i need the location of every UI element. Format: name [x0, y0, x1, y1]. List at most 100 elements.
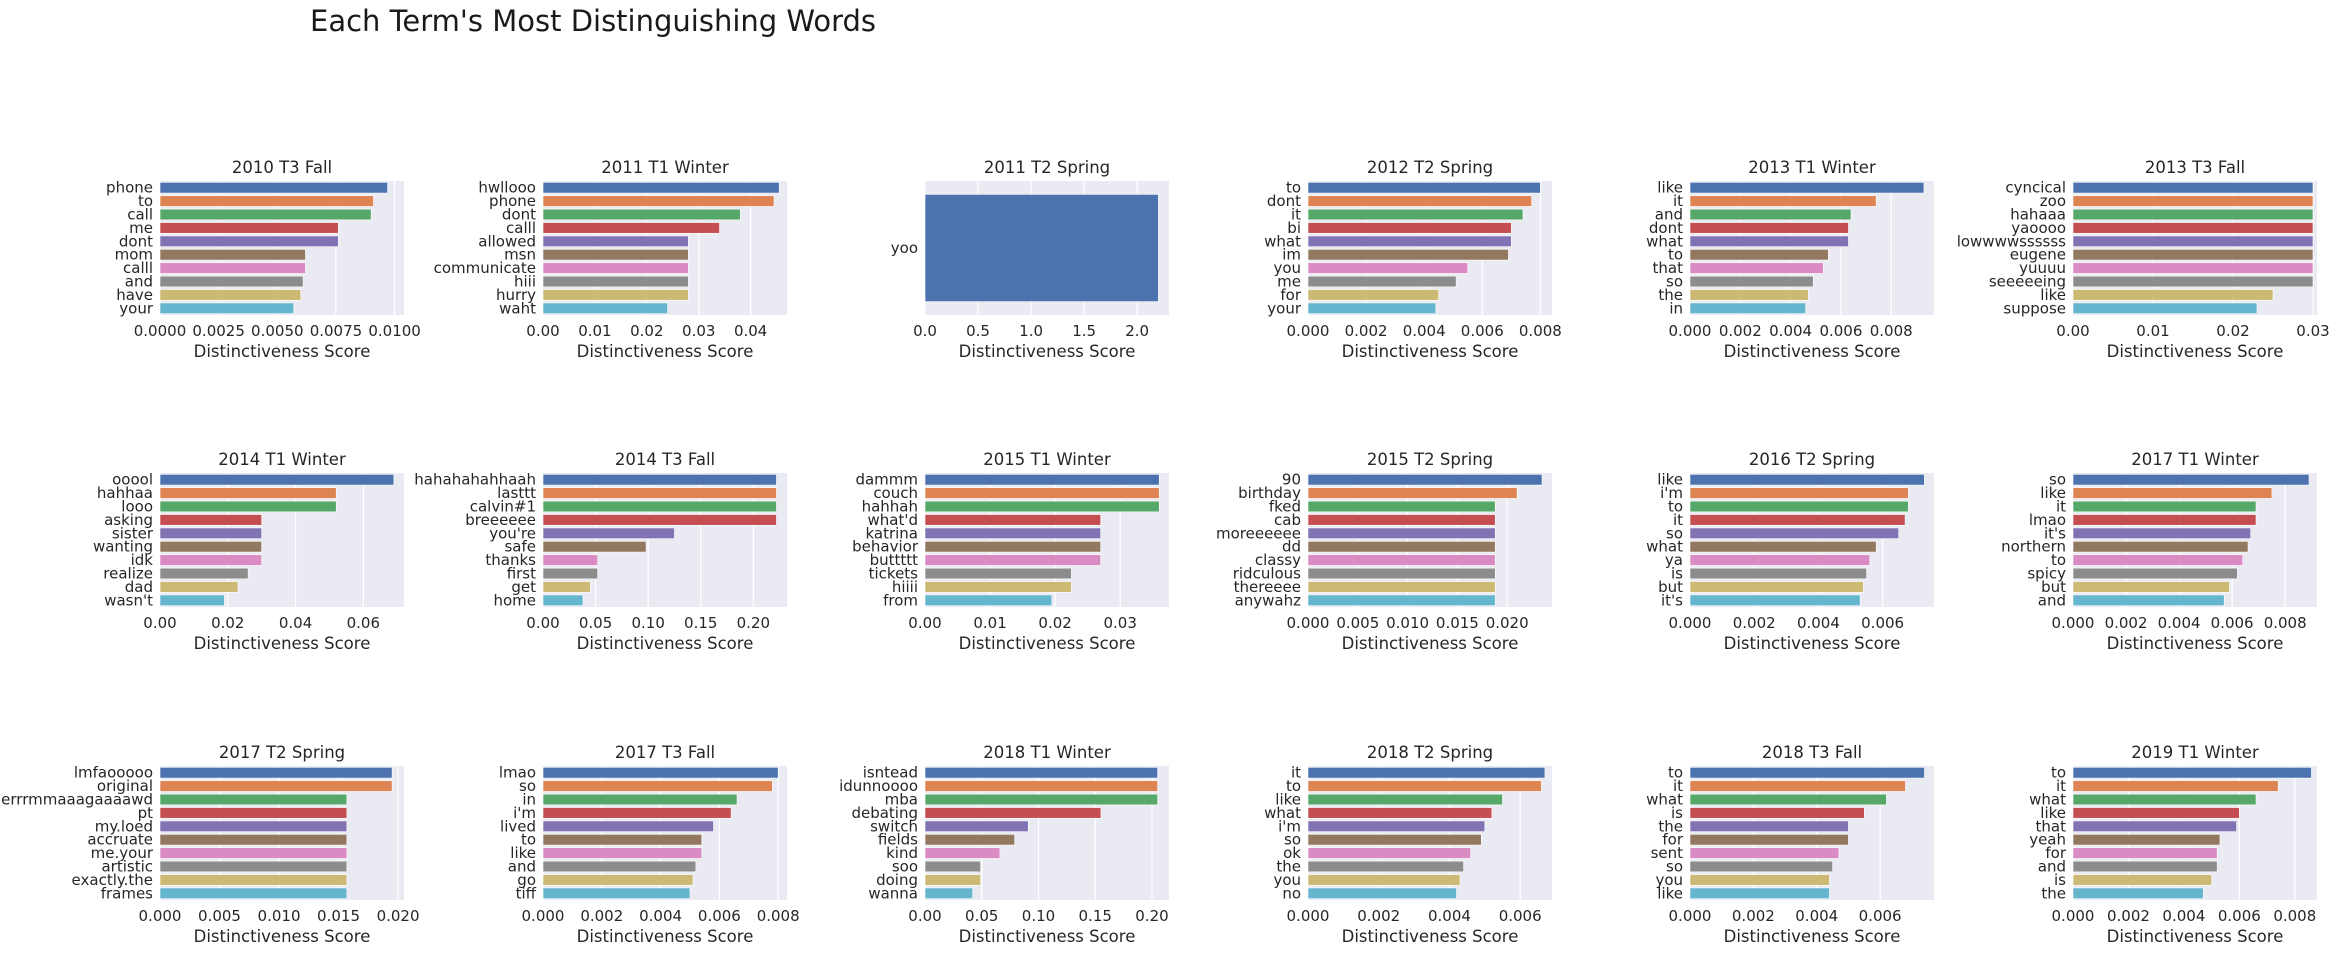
x-tick-label: 0.002	[1345, 322, 1388, 340]
bar	[1307, 767, 1546, 779]
x-tick-label: 0.020	[1486, 614, 1529, 632]
y-tick-label: accruate	[87, 831, 153, 849]
bar	[1307, 262, 1469, 274]
bar	[924, 527, 1101, 539]
subplot-title: 2014 T3 Fall	[615, 450, 715, 469]
x-tick-label: 0.03	[2296, 322, 2329, 340]
bar	[159, 182, 388, 194]
y-tick-label: fked	[1269, 498, 1301, 516]
x-tick-label: 0.20	[1135, 907, 1168, 925]
y-tick-label: like	[2040, 484, 2066, 502]
x-tick-label: 0.000	[1287, 322, 1330, 340]
bar	[1689, 594, 1861, 606]
bar	[2072, 182, 2314, 194]
bar	[2072, 874, 2212, 886]
y-tick-label: like	[1275, 791, 1301, 809]
bar	[159, 474, 395, 486]
x-tick-label: 0.0100	[368, 322, 421, 340]
x-tick-label: 0.0050	[251, 322, 304, 340]
x-tick-label: 0.000	[2052, 907, 2095, 925]
bar	[2072, 767, 2312, 779]
bar	[2072, 834, 2221, 846]
bar	[1307, 793, 1503, 806]
y-tick-label: to	[2051, 551, 2066, 569]
x-tick-label: 0.0	[913, 322, 937, 340]
bar	[159, 235, 339, 247]
x-tick-label: 0.006	[1859, 907, 1902, 925]
x-tick-label: 0.05	[965, 907, 998, 925]
y-tick-label: msn	[504, 246, 536, 264]
y-tick-label: dd	[1282, 538, 1301, 556]
y-tick-label: like	[510, 844, 536, 862]
bar	[542, 195, 775, 207]
subplot-title: 2019 T1 Winter	[2131, 743, 2259, 762]
bar	[924, 474, 1160, 486]
bar	[542, 807, 732, 819]
y-tick-label: eugene	[2010, 246, 2066, 264]
bar	[542, 182, 780, 194]
bar	[1689, 767, 1925, 779]
y-tick-label: for	[1280, 286, 1301, 304]
y-tick-label: so	[1666, 858, 1683, 876]
subplot-title: 2011 T2 Spring	[984, 158, 1110, 177]
y-tick-label: idunnoooo	[839, 777, 918, 795]
y-tick-label: what'd	[868, 511, 919, 529]
bar	[1307, 567, 1496, 580]
x-tick-label: 0.15	[684, 614, 717, 632]
subplot: 0.00 0.05 0.10 0.15 0.20 hahahahahhaahlastttc…	[414, 450, 787, 653]
y-tick-label: so	[1666, 524, 1683, 542]
y-tick-label: and	[508, 858, 536, 876]
subplot-title: 2011 T1 Winter	[601, 158, 729, 177]
x-tick-label: 0.004	[1403, 322, 1446, 340]
y-tick-label: you're	[489, 524, 536, 542]
bar	[924, 514, 1101, 526]
bar	[542, 874, 694, 886]
y-tick-label: dont	[1267, 192, 1301, 210]
bar	[2072, 807, 2240, 819]
bar	[2072, 554, 2244, 566]
bar	[159, 541, 262, 553]
y-tick-label: hahahahahhaah	[414, 471, 536, 489]
x-axis-label: Distinctiveness Score	[2107, 634, 2284, 653]
y-tick-label: calvin#1	[470, 498, 536, 516]
x-axis-label: Distinctiveness Score	[959, 927, 1136, 946]
bar	[1307, 874, 1461, 886]
y-tick-label: looo	[121, 498, 153, 516]
y-tick-label: it's	[2044, 524, 2066, 542]
bar	[1689, 793, 1887, 806]
bar	[2072, 249, 2314, 261]
subplot-title: 2018 T2 Spring	[1367, 743, 1493, 762]
y-tick-label: phone	[106, 179, 153, 197]
subplot: 0.0 0.5 1.0 1.5 2.0 yoo 2011 T2 Spring Distinct…	[891, 158, 1169, 361]
y-tick-label: go	[517, 871, 536, 889]
subplot: 0.000 0.002 0.004 0.006 0.008 toitwhatliketha…	[2029, 743, 2317, 946]
subplot-title: 2013 T3 Fall	[2145, 158, 2245, 177]
y-tick-label: kind	[886, 844, 918, 862]
y-tick-label: but	[1658, 578, 1683, 596]
bar	[159, 567, 249, 580]
y-tick-label: lmao	[499, 764, 536, 782]
x-tick-label: 0.006	[1461, 322, 1504, 340]
y-tick-label: hiii	[514, 273, 536, 291]
y-tick-label: seeeeeing	[1989, 273, 2066, 291]
bar	[1307, 820, 1486, 832]
y-tick-label: in	[522, 791, 536, 809]
y-tick-label: classy	[1255, 551, 1301, 569]
y-tick-label: call	[127, 206, 153, 224]
bar	[159, 514, 262, 526]
bar	[1689, 567, 1867, 580]
x-tick-label: 0.0075	[310, 322, 363, 340]
bar	[2072, 302, 2258, 314]
y-tick-label: first	[507, 565, 536, 583]
y-tick-label: artistic	[101, 858, 153, 876]
subplot: 0.000 0.002 0.004 0.006 ittolikewhati'msookt…	[1264, 743, 1552, 946]
y-tick-label: for	[2045, 844, 2066, 862]
y-tick-label: dont	[502, 206, 536, 224]
subplot-title: 2017 T1 Winter	[2131, 450, 2259, 469]
bar	[2072, 527, 2251, 539]
y-tick-label: couch	[873, 484, 918, 502]
x-axis-label: Distinctiveness Score	[1342, 927, 1519, 946]
y-tick-label: the	[1276, 858, 1301, 876]
bar	[159, 289, 302, 301]
bar	[1307, 581, 1496, 593]
